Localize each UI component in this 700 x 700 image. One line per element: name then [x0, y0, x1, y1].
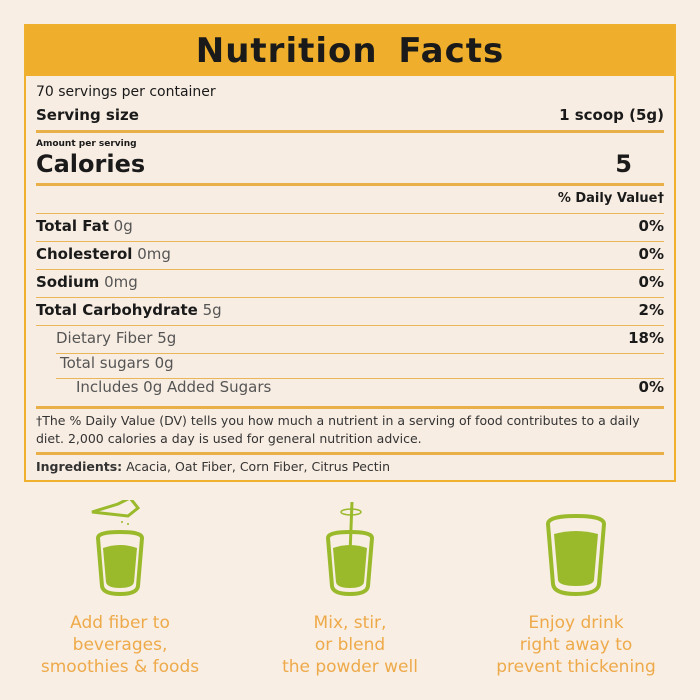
- serving-size-label: Serving size: [36, 106, 139, 124]
- step-text-line: or blend: [314, 635, 386, 655]
- scoop-glass-icon: [20, 500, 220, 596]
- nutrient-name: Dietary Fiber 5g: [56, 329, 177, 347]
- servings-row: 70 servings per container: [36, 84, 664, 100]
- nutrient-name: Total Carbohydrate 5g: [36, 301, 222, 319]
- nutrient-dv: 0%: [638, 378, 664, 396]
- full-glass-icon: [476, 500, 676, 596]
- nutrient-dv: 0%: [638, 273, 664, 291]
- nutrient-dv: 0%: [638, 245, 664, 263]
- nutrition-facts-panel: Nutrition Facts 70 servings per containe…: [24, 24, 676, 482]
- step-text-line: Enjoy drink: [528, 613, 624, 633]
- dv-header: % Daily Value†: [36, 191, 664, 206]
- nutrient-row: Total sugars 0g: [36, 354, 664, 372]
- nutrient-name: Cholesterol 0mg: [36, 245, 171, 263]
- nutrient-row: Includes 0g Added Sugars 0%: [36, 378, 664, 396]
- amount-per-serving: Amount per serving: [36, 139, 664, 149]
- nutrient-row: Sodium 0mg 0%: [36, 273, 664, 291]
- nutrient-row: Total Carbohydrate 5g 2%: [36, 301, 664, 319]
- ingredients-label: Ingredients:: [36, 459, 123, 474]
- step-text-line: the powder well: [282, 657, 418, 677]
- ingredients: Acacia, Oat Fiber, Corn Fiber, Citrus Pe…: [126, 459, 391, 474]
- nutrient-name: Sodium 0mg: [36, 273, 138, 291]
- nutrient-dv: 0%: [638, 217, 664, 235]
- title: Nutrition Facts: [26, 26, 674, 76]
- stir-glass-icon: [250, 500, 450, 596]
- step-text-line: beverages,: [72, 635, 168, 655]
- nutrient-row: Total Fat 0g 0%: [36, 217, 664, 235]
- nutrient-dv: 18%: [628, 329, 664, 347]
- step-3: Enjoy drink right away to prevent thickeni…: [476, 500, 676, 678]
- servings: 70 servings per container: [36, 84, 216, 100]
- step-2: Mix, stir, or blend the powder well: [250, 500, 450, 678]
- nutrient-dv: 2%: [638, 301, 664, 319]
- nutrient-name: Includes 0g Added Sugars: [76, 378, 272, 396]
- nutrient-name: Total sugars 0g: [60, 354, 174, 372]
- calories-value: 5: [615, 150, 632, 178]
- amount-label: Amount per serving: [36, 139, 137, 149]
- calories-row: Calories 5: [36, 150, 664, 178]
- calories-label: Calories: [36, 150, 146, 178]
- serving-size-row: Serving size 1 scoop (5g): [36, 106, 664, 124]
- step-text-line: smoothies & foods: [40, 657, 200, 677]
- step-text-line: Add fiber to: [70, 613, 170, 633]
- footnote: †The % Daily Value (DV) tells you how mu…: [36, 413, 640, 446]
- ingredients-row: Ingredients: Acacia, Oat Fiber, Corn Fibe…: [36, 459, 664, 474]
- nutrient-row: Cholesterol 0mg 0%: [36, 245, 664, 263]
- serving-size: 1 scoop (5g): [559, 106, 664, 124]
- step-1: Add fiber to beverages, smoothies & foods: [20, 500, 220, 678]
- nutrient-name: Total Fat 0g: [36, 217, 133, 235]
- step-text-line: Mix, stir,: [313, 613, 387, 633]
- dv-header-text: % Daily Value†: [557, 191, 664, 206]
- nutrient-row: Dietary Fiber 5g 18%: [36, 329, 664, 347]
- step-text-line: prevent thickening: [496, 657, 656, 677]
- step-text-line: right away to: [519, 635, 633, 655]
